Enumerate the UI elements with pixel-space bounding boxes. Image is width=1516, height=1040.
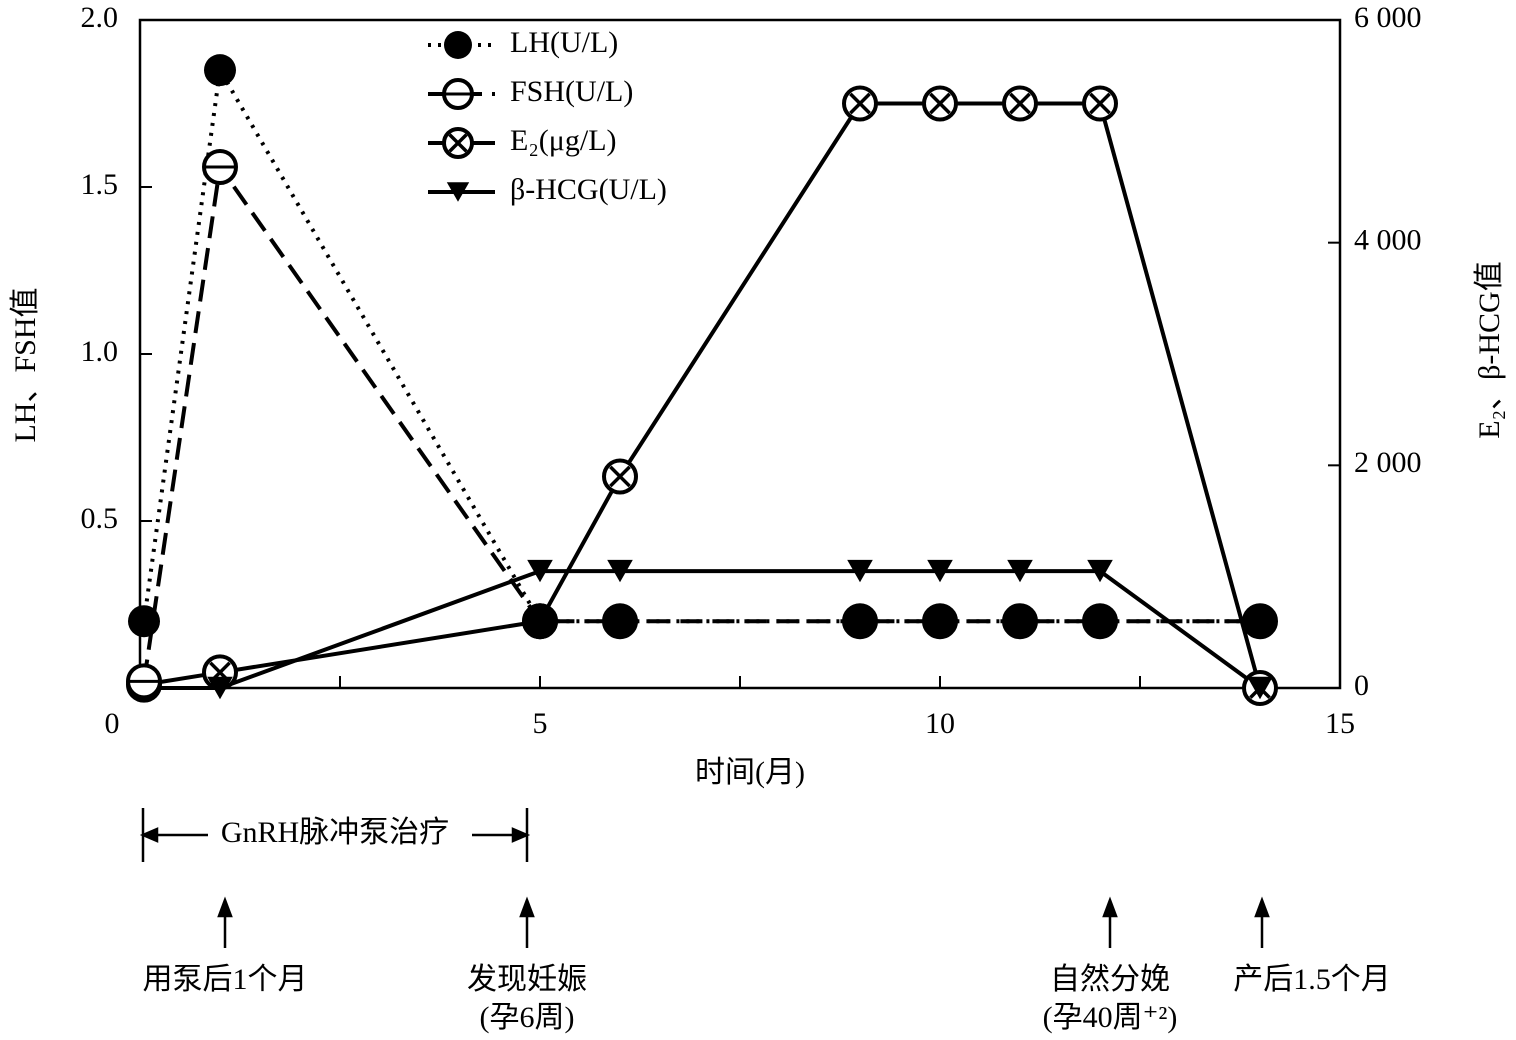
data-point (1004, 605, 1036, 638)
bracket-arrow (139, 827, 208, 843)
data-point-part (604, 605, 636, 638)
bracket-label: GnRH脉冲泵治疗 (221, 816, 449, 849)
data-point-part (609, 465, 631, 488)
legend-marker-part (448, 133, 468, 153)
legend-marker (446, 182, 470, 202)
data-point (844, 605, 876, 638)
data-point-part (929, 92, 951, 115)
data-point (207, 676, 233, 700)
event-arrow (217, 896, 233, 948)
data-point-part (924, 605, 956, 638)
data-point-part (847, 559, 873, 583)
y-tick-label: 1.0 (81, 335, 119, 368)
legend-label: β-HCG(U/L) (510, 173, 667, 206)
event-arrow (1102, 896, 1118, 948)
event-arrow (1254, 896, 1270, 948)
legend-marker-part (446, 182, 470, 202)
data-point-part (527, 559, 553, 583)
bracket-arrow (472, 827, 531, 843)
data-point-part (128, 605, 160, 638)
data-point-part (1004, 605, 1036, 638)
data-point-part (1009, 92, 1031, 115)
x-axis-label: 时间(月) (695, 756, 805, 789)
legend-marker (444, 31, 472, 59)
data-point (1002, 85, 1038, 122)
x-tick-label: 10 (925, 707, 955, 740)
y-tick-label: 0.5 (81, 502, 119, 535)
x-tick-label: 15 (1325, 707, 1355, 740)
event-arrow (519, 896, 535, 948)
data-point-part (204, 54, 236, 87)
y-tick-label: 2.0 (81, 1, 119, 34)
data-point-part (1089, 92, 1111, 115)
data-point-part (1084, 605, 1116, 638)
data-point (1244, 605, 1276, 638)
event-label: 发现妊娠 (467, 963, 587, 996)
event-label: (孕40周⁺²) (1043, 1001, 1178, 1034)
data-point-part (1007, 559, 1033, 583)
data-point-part (844, 605, 876, 638)
data-point-part (1087, 559, 1113, 583)
data-point (927, 559, 953, 583)
series-line (143, 101, 1262, 689)
event-label: 用泵后1个月 (143, 963, 308, 996)
plot-frame (138, 18, 1342, 690)
y2-tick-label: 6 000 (1354, 1, 1422, 34)
data-point (128, 605, 160, 638)
data-point-part (1247, 676, 1273, 700)
data-point-part (927, 559, 953, 583)
data-point (1007, 559, 1033, 583)
data-point-part (849, 92, 871, 115)
data-point (204, 54, 236, 87)
legend-marker-part (444, 31, 472, 59)
series-line (142, 161, 1260, 682)
y2-axis-label: E₂、β-HCG值 (1473, 261, 1506, 438)
event-label: (孕6周) (480, 1001, 575, 1034)
legend-marker (442, 78, 474, 110)
data-point (1084, 605, 1116, 638)
data-point-part (607, 559, 633, 583)
data-point (1087, 559, 1113, 583)
legend-label: FSH(U/L) (510, 75, 633, 108)
data-point (1247, 676, 1273, 700)
x-tick-label: 0 (105, 707, 120, 740)
data-point (607, 559, 633, 583)
legend-marker (442, 127, 474, 159)
data-point (924, 605, 956, 638)
data-point (604, 605, 636, 638)
y2-tick-label: 4 000 (1354, 224, 1422, 257)
data-point (1082, 85, 1118, 122)
data-point (524, 605, 556, 638)
event-label: 产后1.5个月 (1233, 963, 1391, 996)
data-point-part (207, 676, 233, 700)
data-point (202, 148, 238, 185)
y2-tick-label: 2 000 (1354, 446, 1422, 479)
legend-label: LH(U/L) (510, 26, 618, 59)
x-tick-label: 5 (533, 707, 548, 740)
y2-tick-label: 0 (1354, 669, 1369, 702)
data-point (602, 458, 638, 495)
data-point (847, 559, 873, 583)
legend-label: E₂(μg/L) (510, 124, 617, 157)
data-point (922, 85, 958, 122)
event-label: 自然分娩 (1050, 963, 1170, 996)
data-point-part (1244, 605, 1276, 638)
data-point-part (524, 605, 556, 638)
y-axis-label: LH、FSH值 (9, 287, 42, 442)
data-point (842, 85, 878, 122)
y-tick-label: 1.5 (81, 168, 119, 201)
data-point (527, 559, 553, 583)
data-point (126, 663, 162, 700)
